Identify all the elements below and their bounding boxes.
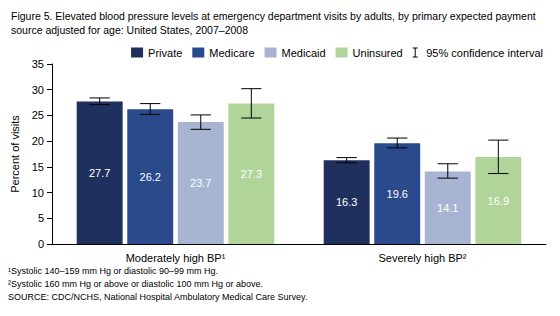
svg-text:27.3: 27.3	[241, 168, 262, 180]
svg-text:23.7: 23.7	[190, 177, 211, 189]
svg-text:20: 20	[32, 135, 44, 147]
svg-text:Figure 5. Elevated blood press: Figure 5. Elevated blood pressure levels…	[11, 10, 539, 22]
svg-text:Private: Private	[148, 47, 182, 59]
svg-text:10: 10	[32, 187, 44, 199]
svg-text:Uninsured: Uninsured	[353, 47, 403, 59]
svg-text:27.7: 27.7	[89, 167, 110, 179]
svg-text:30: 30	[32, 84, 44, 96]
svg-text:26.2: 26.2	[140, 171, 161, 183]
svg-text:35: 35	[32, 58, 44, 70]
svg-text:Moderately high BP¹: Moderately high BP¹	[126, 252, 226, 264]
svg-text:Medicare: Medicare	[209, 47, 254, 59]
svg-text:source adjusted for age: Unite: source adjusted for age: United States, …	[11, 24, 248, 36]
svg-text:25: 25	[32, 109, 44, 121]
svg-text:SOURCE: CDC/NCHS, National Hos: SOURCE: CDC/NCHS, National Hospital Ambu…	[8, 292, 307, 302]
svg-text:19.6: 19.6	[387, 188, 408, 200]
svg-text:95% confidence interval: 95% confidence interval	[426, 47, 543, 59]
svg-text:14.1: 14.1	[437, 202, 458, 214]
svg-text:Percent of visits: Percent of visits	[9, 115, 21, 193]
svg-text:5: 5	[38, 212, 44, 224]
svg-text:Medicaid: Medicaid	[282, 47, 326, 59]
svg-text:Severely high BP²: Severely high BP²	[378, 252, 466, 264]
svg-text:0: 0	[38, 238, 44, 250]
svg-text:²Systolic 160 mm Hg or above o: ²Systolic 160 mm Hg or above or diastoli…	[8, 279, 263, 289]
svg-text:¹Systolic 140–159 mm Hg or dia: ¹Systolic 140–159 mm Hg or diastolic 90–…	[8, 266, 218, 276]
svg-text:15: 15	[32, 161, 44, 173]
svg-text:16.9: 16.9	[488, 195, 509, 207]
svg-text:16.3: 16.3	[336, 196, 357, 208]
